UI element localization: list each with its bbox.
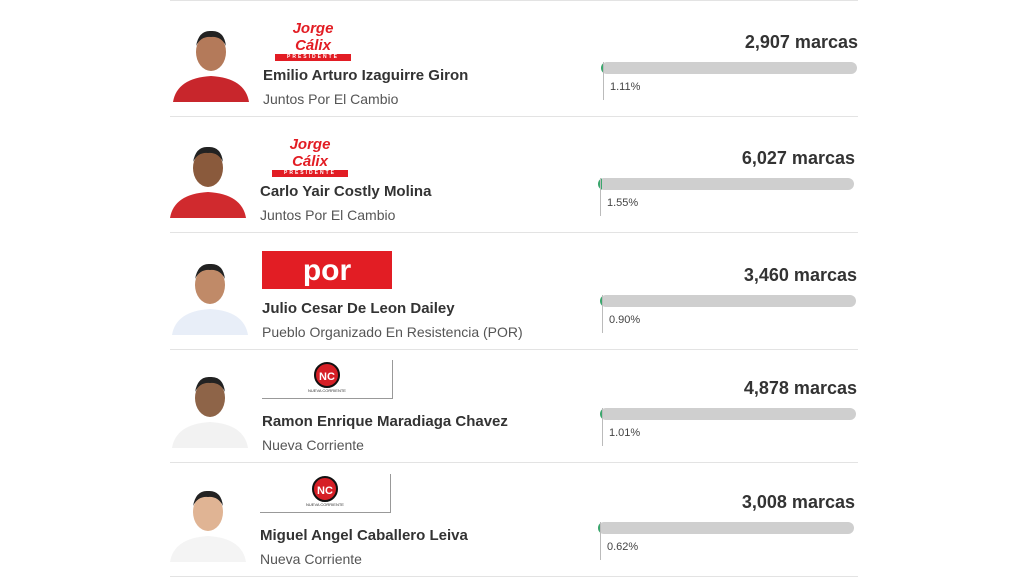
party-logo: Jorge Cálix PRESIDENTE: [275, 20, 351, 61]
logo-subtext: NUEVA CORRIENTE: [306, 502, 344, 507]
vote-count: 3,008 marcas: [741, 492, 855, 512]
party-logo: por: [262, 251, 392, 289]
logo-subtext: PRESIDENTE: [275, 54, 351, 61]
candidate-row: Jorge Cálix PRESIDENTE Carlo Yair Costly M…: [0, 116, 1024, 231]
vote-count: 6,027 marcas: [741, 148, 855, 168]
avatar: [168, 482, 248, 562]
progress-fill: [598, 178, 602, 190]
vote-count: 3,460 marcas: [743, 265, 857, 285]
progress-track: [600, 408, 856, 420]
candidate-name: Emilio Arturo Izaguirre Giron: [263, 67, 469, 84]
percent-label: 1.55%: [607, 197, 639, 209]
progress-tick: [602, 295, 603, 333]
avatar: [170, 368, 250, 448]
divider: [170, 349, 858, 350]
candidate-photo: [168, 482, 248, 562]
avatar: [170, 255, 250, 335]
party-name: Nueva Corriente: [260, 551, 362, 567]
candidate-name: Carlo Yair Costly Molina: [260, 183, 432, 200]
party-name: Juntos Por El Cambio: [263, 91, 399, 107]
candidate-name: Miguel Angel Caballero Leiva: [260, 527, 468, 544]
progress-fill: [601, 62, 604, 74]
candidate-row: por Julio Cesar De Leon Dailey Pueblo Orga…: [0, 233, 1024, 348]
vote-count: 4,878 marcas: [743, 378, 857, 398]
percent-label: 1.01%: [609, 427, 641, 439]
candidate-photo: [168, 138, 248, 218]
candidate-row: Jorge Cálix PRESIDENTE Emilio Arturo Izagu…: [0, 0, 1024, 115]
logo-subtext: PRESIDENTE: [272, 170, 348, 177]
candidate-photo: [170, 368, 250, 448]
candidate-photo: [170, 255, 250, 335]
vote-count: 2,907 marcas: [744, 32, 858, 52]
progress-tick: [600, 522, 601, 560]
progress-fill: [598, 522, 600, 534]
logo-mark: NC: [312, 476, 338, 502]
percent-label: 0.90%: [609, 314, 641, 326]
avatar: [171, 22, 251, 102]
logo-text: Jorge Cálix: [292, 20, 334, 54]
progress-tick: [600, 178, 601, 216]
progress-fill: [600, 295, 603, 307]
progress-fill: [600, 408, 603, 420]
avatar: [168, 138, 248, 218]
divider: [170, 0, 858, 1]
party-name: Pueblo Organizado En Resistencia (POR): [262, 324, 523, 340]
party-name: Juntos Por El Cambio: [260, 207, 396, 223]
progress-track: [598, 522, 854, 534]
progress-track: [598, 178, 854, 190]
candidate-name: Ramon Enrique Maradiaga Chavez: [262, 413, 508, 430]
candidate-name: Julio Cesar De Leon Dailey: [262, 300, 455, 317]
logo-subtext: NUEVA CORRIENTE: [308, 388, 346, 393]
party-logo: Jorge Cálix PRESIDENTE: [272, 136, 348, 177]
party-logo: NC NUEVA CORRIENTE: [262, 360, 393, 399]
progress-track: [600, 295, 856, 307]
divider: [170, 462, 858, 463]
candidate-photo: [171, 22, 251, 102]
logo-mark: NC: [314, 362, 340, 388]
divider: [170, 232, 858, 233]
progress-track: [601, 62, 857, 74]
candidate-row: NC NUEVA CORRIENTE Miguel Angel Caballero …: [0, 460, 1024, 575]
candidate-row: NC NUEVA CORRIENTE Ramon Enrique Maradiaga…: [0, 346, 1024, 461]
logo-text: Jorge Cálix: [289, 136, 331, 170]
progress-tick: [602, 408, 603, 446]
divider: [170, 116, 858, 117]
percent-label: 1.11%: [610, 81, 641, 93]
party-logo: NC NUEVA CORRIENTE: [260, 474, 391, 513]
percent-label: 0.62%: [607, 541, 639, 553]
progress-tick: [603, 62, 604, 100]
party-name: Nueva Corriente: [262, 437, 364, 453]
